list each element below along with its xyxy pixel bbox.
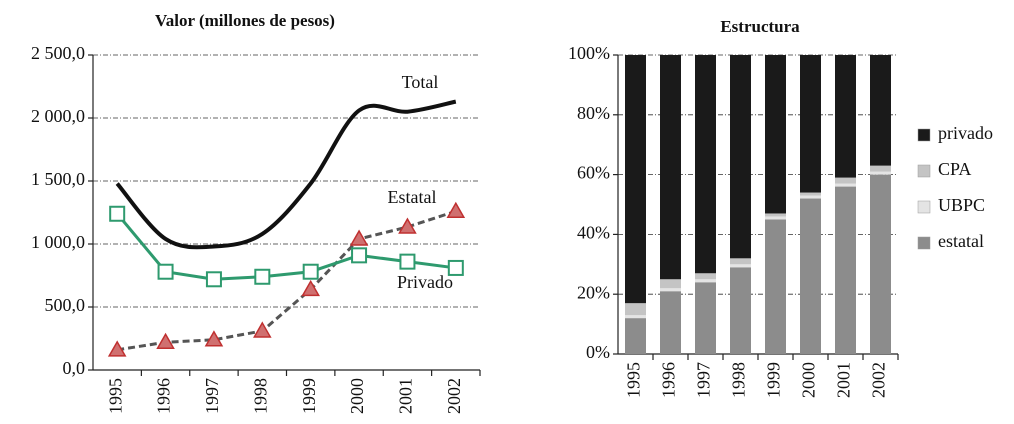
- bar-segment: [730, 267, 751, 354]
- bar-segment: [730, 264, 751, 268]
- x-tick-label: 1995: [624, 362, 644, 398]
- x-tick-label: 1999: [299, 378, 319, 414]
- point-marker: [447, 259, 464, 276]
- bar-segment: [870, 174, 891, 354]
- bar-segment: [765, 213, 786, 217]
- legend-label: privado: [938, 123, 993, 143]
- legend-swatch: [917, 164, 931, 178]
- point-marker: [205, 271, 222, 288]
- bar-segment: [765, 55, 786, 214]
- point-marker: [351, 247, 368, 264]
- x-tick-label: 1998: [250, 378, 270, 414]
- legend-swatch: [917, 128, 931, 142]
- x-tick-label: 1997: [202, 378, 222, 414]
- y-tick-label: 1 500,0: [31, 169, 85, 189]
- point-marker: [204, 330, 224, 347]
- x-tick-label: 2001: [396, 378, 416, 414]
- y-tick-label: 2 500,0: [31, 43, 85, 63]
- bar-segment: [660, 55, 681, 280]
- series-line: [116, 212, 457, 281]
- y-tick-label: 1 000,0: [31, 232, 85, 252]
- x-tick-label: 2000: [347, 378, 367, 414]
- bar-segment: [800, 198, 821, 354]
- x-tick-label: 1996: [154, 378, 174, 414]
- bar-segment: [660, 288, 681, 292]
- point-marker: [109, 205, 126, 222]
- bar-segment: [835, 183, 856, 187]
- legend-swatch: [917, 236, 931, 250]
- point-marker: [399, 253, 416, 270]
- bar-segment: [625, 318, 646, 354]
- bar-segment: [835, 186, 856, 354]
- y-tick-label: 20%: [577, 282, 610, 302]
- x-tick-label: 2000: [799, 362, 819, 398]
- series-line: [115, 99, 457, 250]
- point-marker: [107, 340, 127, 357]
- bar-segment: [765, 219, 786, 354]
- bar-segment: [695, 282, 716, 354]
- point-marker: [253, 321, 272, 338]
- bar-segment: [870, 165, 891, 172]
- point-marker: [156, 332, 175, 350]
- x-tick-label: 2002: [444, 378, 464, 414]
- series-label: Total: [402, 72, 439, 92]
- point-marker: [254, 268, 271, 285]
- legend-swatch: [917, 200, 931, 214]
- bar-segment: [765, 216, 786, 220]
- y-tick-label: 500,0: [45, 295, 86, 315]
- bar-segment: [730, 258, 751, 265]
- point-marker: [157, 263, 174, 280]
- series-label: Estatal: [388, 187, 437, 207]
- y-tick-label: 0%: [586, 342, 610, 362]
- y-tick-label: 100%: [568, 43, 610, 63]
- legend-label: CPA: [938, 159, 971, 179]
- bar-segment: [870, 171, 891, 175]
- x-tick-label: 1998: [729, 362, 749, 398]
- point-marker: [398, 217, 417, 234]
- bar-segment: [800, 195, 821, 199]
- y-tick-label: 2 000,0: [31, 106, 85, 126]
- x-tick-label: 1995: [105, 378, 125, 414]
- x-tick-label: 1997: [694, 362, 714, 398]
- series-line: [116, 209, 457, 352]
- point-marker: [302, 263, 319, 280]
- bar-segment: [870, 55, 891, 166]
- legend-label: estatal: [938, 231, 984, 251]
- bar-segment: [625, 55, 646, 304]
- bar-segment: [800, 55, 821, 193]
- bar-segment: [625, 315, 646, 319]
- bar-segment: [800, 192, 821, 196]
- bar-segment: [695, 273, 716, 280]
- x-tick-label: 1996: [659, 362, 679, 398]
- x-tick-label: 1999: [764, 362, 784, 398]
- y-tick-label: 80%: [577, 103, 610, 123]
- point-marker: [301, 279, 320, 297]
- chart-title: Estructura: [720, 17, 800, 36]
- point-marker: [349, 229, 369, 246]
- y-tick-label: 40%: [577, 223, 610, 243]
- x-tick-label: 2001: [834, 362, 854, 398]
- bar-segment: [730, 55, 751, 259]
- legend-label: UBPC: [938, 195, 985, 215]
- point-marker: [446, 201, 466, 218]
- bar-segment: [660, 279, 681, 289]
- bar-segment: [695, 279, 716, 283]
- chart-title: Valor (millones de pesos): [155, 11, 335, 30]
- x-tick-label: 2002: [869, 362, 889, 398]
- bar-segment: [835, 55, 856, 178]
- y-tick-label: 60%: [577, 163, 610, 183]
- bar-segment: [625, 303, 646, 316]
- y-tick-label: 0,0: [63, 358, 86, 378]
- series-label: Privado: [397, 272, 453, 292]
- bar-segment: [660, 291, 681, 354]
- bar-segment: [835, 177, 856, 184]
- bar-segment: [695, 55, 716, 274]
